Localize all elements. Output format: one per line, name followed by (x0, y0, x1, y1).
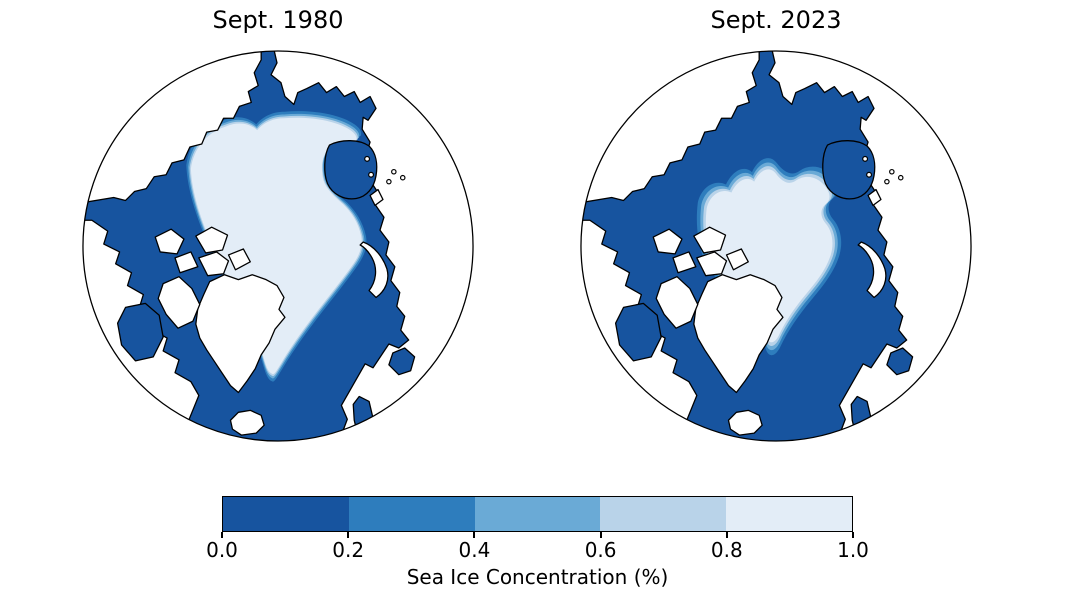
archipelago-island (195, 226, 229, 254)
archipelago-island (696, 251, 728, 277)
colorbar-tick (599, 532, 602, 538)
colorbar-segment-40-60 (474, 497, 601, 531)
land-greenland (693, 274, 784, 394)
colorbar-segment-60-80 (600, 497, 727, 531)
island-franz-josef (399, 174, 406, 181)
island-franz-josef (884, 178, 890, 185)
ice-extent-1980 (186, 111, 367, 382)
island-severnaya-zemlya (866, 171, 873, 178)
island-franz-josef (897, 174, 904, 181)
arctic-map-2023 (580, 50, 972, 442)
island-severnaya-zemlya (368, 171, 375, 178)
island-svalbard (867, 188, 882, 207)
colorbar-area: 0.0 0.2 0.4 0.6 0.8 1.0 Sea Ice Concentr… (206, 496, 869, 596)
colorbar-tick-label: 0.0 (206, 538, 238, 562)
archipelago-island (174, 251, 199, 274)
ice-extent-2023 (696, 158, 842, 356)
sea-kara-bay (822, 140, 876, 200)
archipelago-island (154, 228, 185, 255)
ice-core-80-100 (190, 117, 362, 375)
island-franz-josef (889, 168, 895, 175)
land-iceland (727, 409, 763, 436)
land-iceland (229, 409, 265, 436)
archipelago-island (693, 226, 727, 254)
island-novaya-zemlya (857, 241, 887, 299)
ice-core-80-100 (705, 169, 833, 343)
map-outline (580, 50, 972, 442)
colorbar (222, 496, 853, 532)
panel-title-1980: Sept. 1980 (212, 6, 344, 34)
colorbar-segment-0-20 (223, 497, 349, 531)
sea-white-sea (388, 347, 416, 376)
island-svalbard (369, 188, 384, 207)
island-franz-josef (386, 178, 392, 185)
colorbar-tick-label: 0.8 (710, 538, 743, 562)
sea-hudson-bay (116, 302, 164, 362)
sea-kara-bay (324, 140, 378, 200)
sea-white-sea (886, 347, 914, 376)
island-severnaya-zemlya (364, 155, 371, 162)
sea-hudson-bay (614, 302, 662, 362)
colorbar-tick (221, 532, 223, 538)
colorbar-label: Sea Ice Concentration (%) (406, 565, 669, 589)
gulf-of-bothnia (850, 395, 872, 442)
colorbar-tick-label: 1.0 (837, 538, 869, 562)
archipelago-island (227, 248, 251, 271)
land-greenland (195, 274, 286, 394)
archipelago-island (652, 228, 683, 255)
panel-title-2023: Sept. 2023 (710, 6, 842, 34)
colorbar-tick (852, 532, 854, 538)
colorbar-tick (473, 532, 476, 538)
island-severnaya-zemlya (862, 155, 869, 162)
island-novaya-zemlya (359, 241, 389, 299)
archipelago-island (672, 251, 697, 274)
colorbar-tick (347, 532, 350, 538)
arctic-map-1980 (82, 50, 474, 442)
colorbar-tick-label: 0.4 (458, 538, 491, 562)
colorbar-tick-label: 0.2 (332, 538, 365, 562)
archipelago-island (198, 251, 230, 277)
colorbar-tick-label: 0.6 (584, 538, 617, 562)
map-outline (82, 50, 474, 442)
island-franz-josef (391, 168, 397, 175)
land-baffin-island (655, 276, 699, 329)
colorbar-tick (725, 532, 728, 538)
gulf-of-bothnia (352, 395, 374, 442)
land-baffin-island (157, 276, 201, 329)
colorbar-segment-80-100 (726, 497, 852, 531)
colorbar-segment-20-40 (348, 497, 475, 531)
archipelago-island (725, 248, 749, 271)
